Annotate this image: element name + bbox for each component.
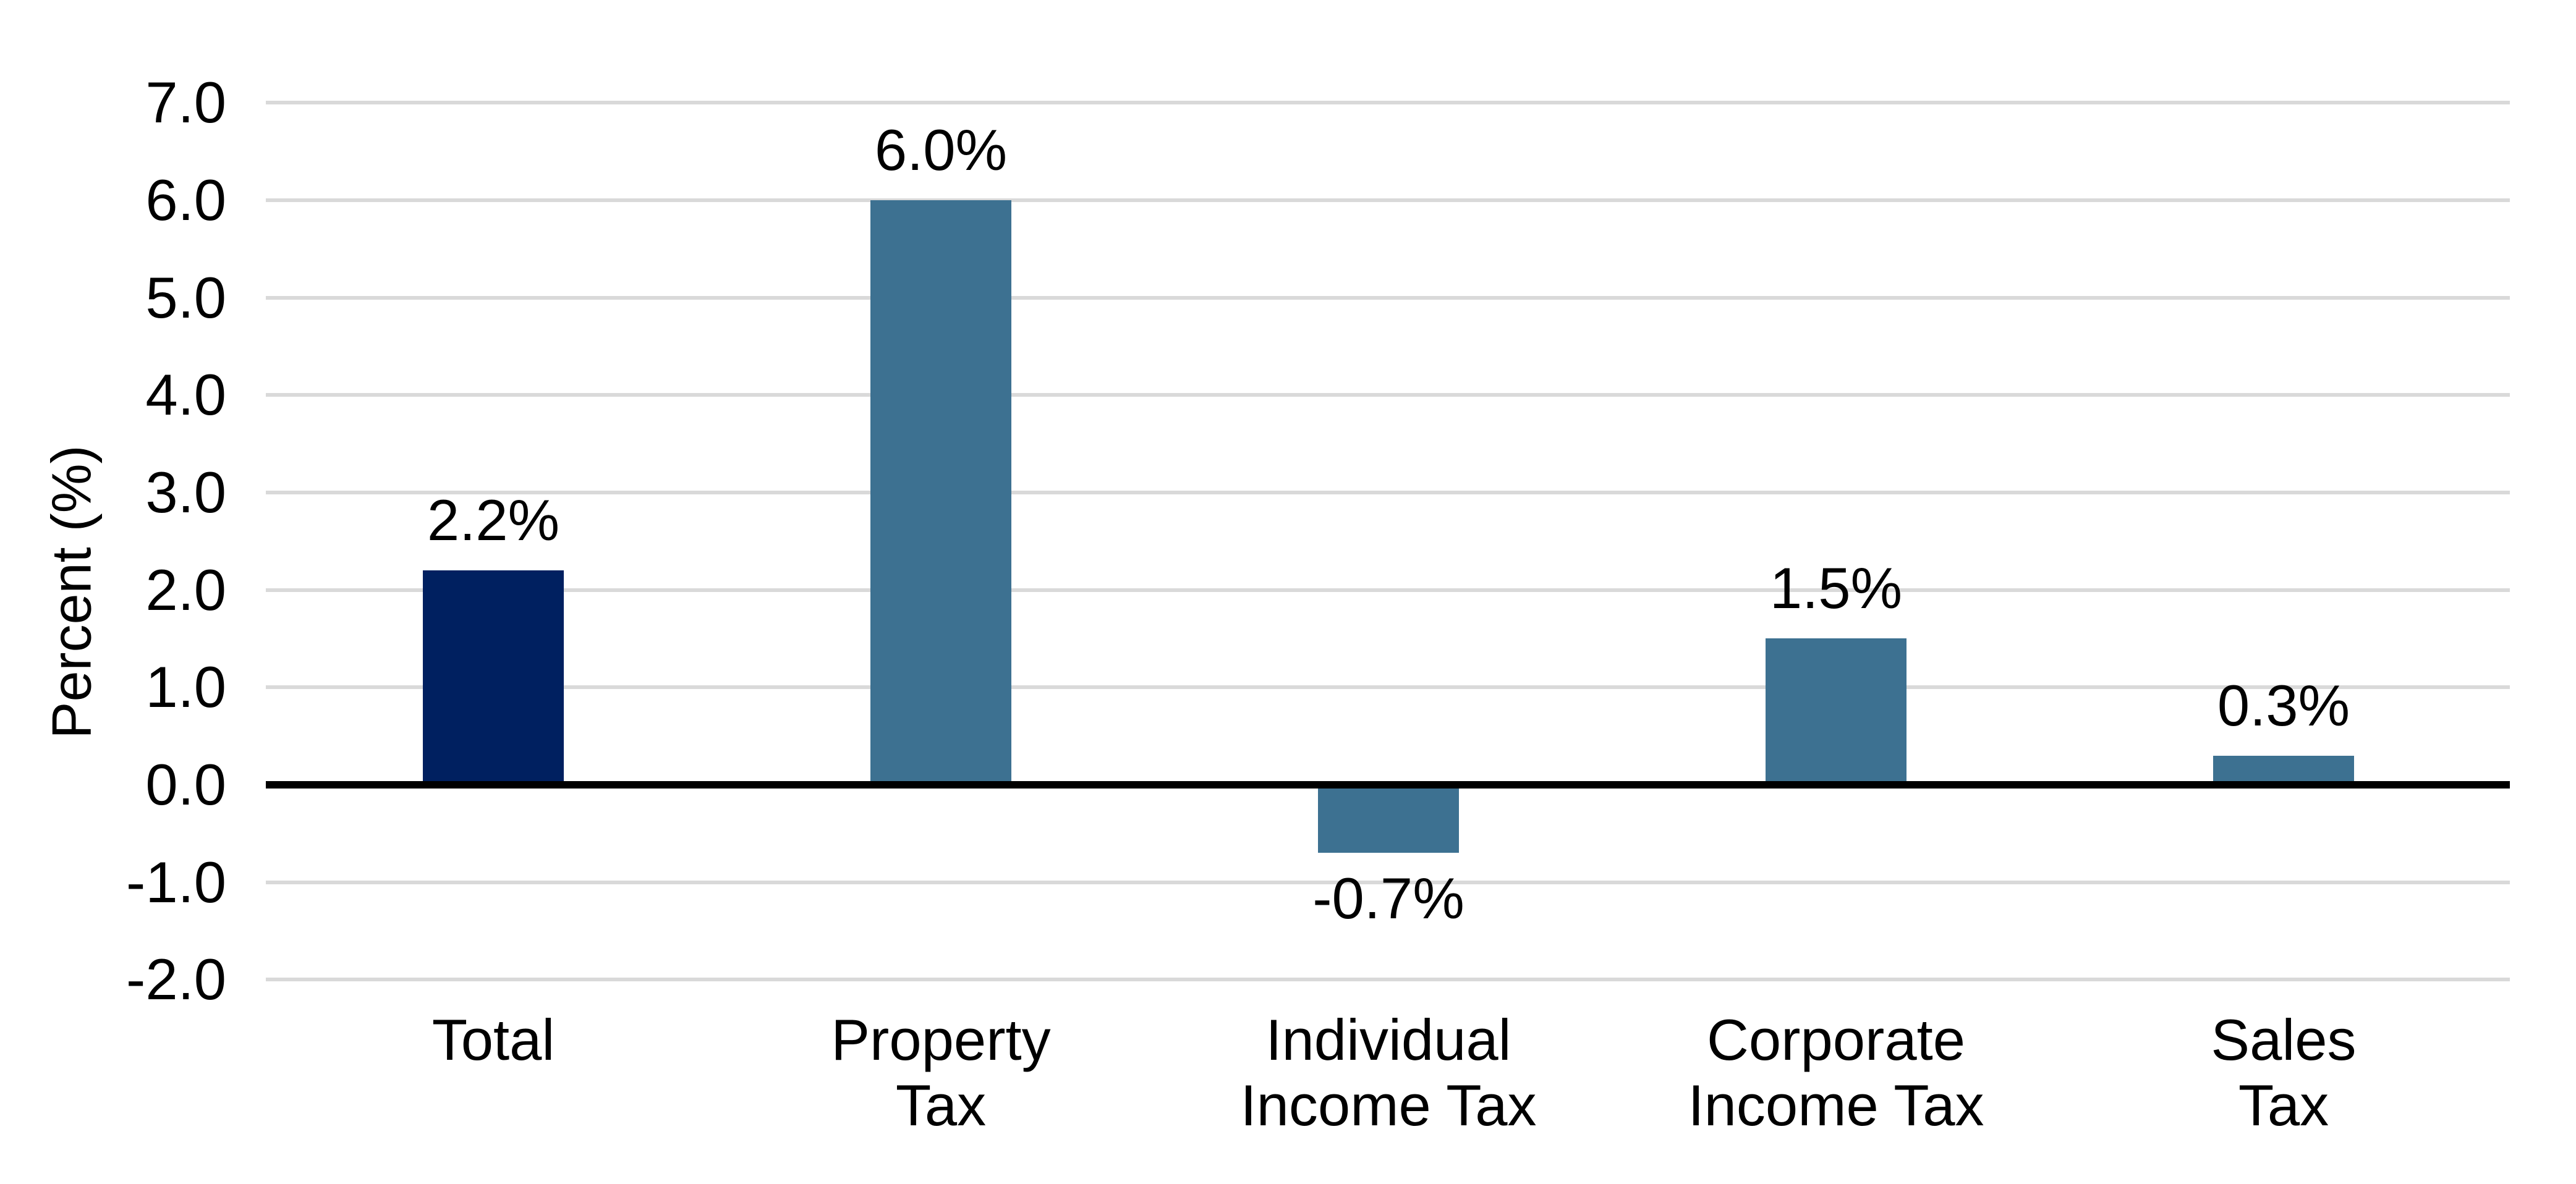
- y-tick-label: 3.0: [145, 459, 226, 525]
- category-label-line: Tax: [895, 1073, 987, 1138]
- category-label-line: Sales: [2211, 1007, 2357, 1072]
- bar-sales-tax: [2213, 755, 2354, 785]
- data-label-individual-income-tax: -0.7%: [1312, 866, 1464, 931]
- y-tick-label: 4.0: [145, 362, 226, 428]
- gridline: [266, 490, 2510, 494]
- y-tick-label: 6.0: [145, 167, 226, 232]
- data-label-property-tax: 6.0%: [874, 117, 1008, 182]
- category-label-individual-income-tax: Individual Income Tax: [1165, 1007, 1612, 1138]
- gridline: [266, 978, 2510, 982]
- category-label-line: Corporate: [1707, 1007, 1965, 1072]
- category-label-line: Income Tax: [1688, 1073, 1984, 1138]
- y-tick-label: -2.0: [126, 947, 226, 1012]
- gridline: [266, 198, 2510, 202]
- data-label-total: 2.2%: [427, 488, 560, 553]
- data-label-corporate-income-tax: 1.5%: [1769, 556, 1903, 621]
- category-label-property-tax: Property Tax: [717, 1007, 1165, 1138]
- bar-total: [423, 570, 564, 785]
- y-tick-label: 2.0: [145, 557, 226, 622]
- gridline: [266, 101, 2510, 105]
- gridline: [266, 685, 2510, 690]
- y-tick-label: -1.0: [126, 849, 226, 915]
- y-tick-label: 1.0: [145, 654, 226, 720]
- gridline: [266, 393, 2510, 397]
- y-tick-label: 7.0: [145, 70, 226, 135]
- gridline: [266, 880, 2510, 884]
- y-tick-label: 5.0: [145, 264, 226, 330]
- category-label-line: Tax: [2238, 1073, 2329, 1138]
- gridline: [266, 295, 2510, 300]
- y-tick-label: 0.0: [145, 752, 226, 817]
- category-label-sales-tax: Sales Tax: [2060, 1007, 2507, 1138]
- x-axis-line: [266, 781, 2510, 789]
- category-label-corporate-income-tax: Corporate Income Tax: [1612, 1007, 2060, 1138]
- category-label-total: Total: [270, 1007, 717, 1073]
- category-label-line: Property: [831, 1007, 1051, 1072]
- bar-property-tax: [870, 200, 1011, 785]
- category-label-line: Individual: [1265, 1007, 1511, 1072]
- gridline: [266, 588, 2510, 592]
- category-label-line: Total: [431, 1007, 555, 1072]
- bar-individual-income-tax: [1318, 785, 1459, 853]
- category-label-line: Income Tax: [1240, 1073, 1537, 1138]
- data-label-sales-tax: 0.3%: [2217, 672, 2350, 738]
- bar-corporate-income-tax: [1766, 638, 1906, 785]
